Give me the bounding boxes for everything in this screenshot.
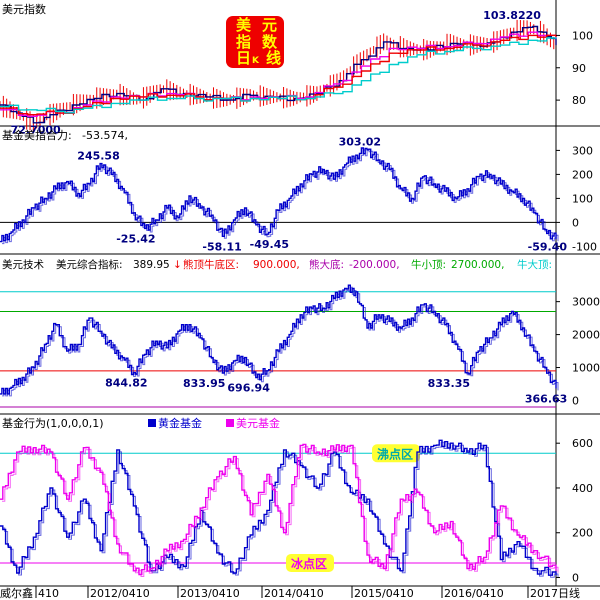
title-badge bbox=[226, 16, 284, 68]
data-label: 303.02 bbox=[339, 136, 381, 149]
x-tick-label: 2012/0410 bbox=[90, 587, 150, 600]
y-tick-label: -100 bbox=[572, 240, 597, 253]
x-tick-label: 2017 bbox=[530, 587, 558, 600]
panel-title: 美元技术 bbox=[2, 258, 44, 271]
legend-gold: 黄金基金 bbox=[158, 416, 202, 430]
y-tick-label: 0 bbox=[572, 216, 579, 229]
indicator-label: 美元综合指标: bbox=[56, 258, 123, 271]
y-tick-label: 100 bbox=[572, 192, 593, 205]
legend-usd: 美元基金 bbox=[236, 416, 280, 430]
badge-char: 指 bbox=[236, 33, 251, 51]
data-label: 366.63 bbox=[525, 392, 567, 405]
legend-swatch-gold bbox=[148, 419, 156, 427]
indicator-arrow: ↓ bbox=[173, 259, 182, 271]
data-label: 833.95 bbox=[183, 377, 225, 390]
y-tick-label: 200 bbox=[572, 168, 593, 181]
series-line-shadow bbox=[2, 286, 559, 397]
bear-value: -200.000, bbox=[349, 259, 400, 271]
bull-big-label: 牛大顶: bbox=[517, 258, 552, 271]
x-tick-label: 2014/0410 bbox=[264, 587, 324, 600]
x-tick-label: 2016/0410 bbox=[444, 587, 504, 600]
badge-char: 数 bbox=[262, 33, 278, 51]
legend-swatch-usd bbox=[226, 419, 234, 427]
y-tick-label: 1000 bbox=[572, 362, 600, 375]
series-line bbox=[0, 37, 557, 114]
badge-char: 线 bbox=[266, 49, 281, 67]
data-label: 245.58 bbox=[77, 150, 119, 163]
series-4-2 bbox=[0, 443, 559, 577]
badge-char: 元 bbox=[262, 16, 277, 34]
watermark: 威尔鑫 bbox=[0, 586, 33, 600]
data-label: -58.11 bbox=[202, 240, 241, 253]
data-label: 103.8220 bbox=[483, 9, 541, 22]
panel-title: 基金美指合力: bbox=[2, 128, 72, 142]
panel-title-value: -53.574, bbox=[82, 129, 128, 142]
badge-char: 日 bbox=[236, 49, 251, 67]
zone-value: 900.000, bbox=[253, 259, 300, 271]
bear-label: 熊大底: bbox=[309, 258, 344, 271]
badge-char: K bbox=[252, 56, 260, 66]
badge-char: 美 bbox=[236, 16, 252, 34]
data-label: -49.45 bbox=[250, 238, 289, 251]
y-tick-label: 2000 bbox=[572, 329, 600, 342]
zone-label: 熊顶牛底区: bbox=[183, 258, 239, 271]
indicator-value: 389.95 bbox=[133, 259, 170, 271]
data-label: 696.94 bbox=[227, 382, 270, 395]
data-label: 844.82 bbox=[105, 377, 147, 390]
panel-title: 基金行为(1,0,0,0,1) bbox=[2, 416, 104, 430]
series-3-1 bbox=[0, 284, 559, 397]
data-label: 833.35 bbox=[428, 377, 470, 390]
data-label: 72.7000 bbox=[11, 124, 61, 137]
y-tick-label: 0 bbox=[572, 572, 579, 585]
y-tick-label: 90 bbox=[572, 62, 586, 75]
series-1-4 bbox=[0, 37, 557, 114]
y-tick-label: 0 bbox=[572, 394, 579, 407]
data-label: -25.42 bbox=[116, 232, 155, 245]
y-tick-label: 3000 bbox=[572, 296, 600, 309]
bull-small-value: 2700.000, bbox=[451, 259, 504, 271]
series-line bbox=[0, 439, 557, 576]
series-line bbox=[0, 443, 557, 576]
period-suffix: 日线 bbox=[558, 586, 580, 600]
series-line-shadow bbox=[2, 149, 559, 245]
bull-small-label: 牛小顶: bbox=[411, 258, 446, 271]
y-tick-label: 200 bbox=[572, 527, 593, 540]
panel-title: 美元指数 bbox=[2, 2, 46, 16]
x-tick-label: 2015/0410 bbox=[354, 587, 414, 600]
data-label: -59.40 bbox=[528, 241, 568, 254]
y-tick-label: 80 bbox=[572, 94, 586, 107]
y-tick-label: 400 bbox=[572, 482, 593, 495]
x-tick-label: 410 bbox=[38, 587, 59, 600]
series-line-shadow bbox=[2, 445, 559, 577]
series-2-1 bbox=[0, 147, 559, 245]
zone-badge bbox=[372, 444, 420, 463]
y-tick-label: 600 bbox=[572, 437, 593, 450]
x-tick-label: 2013/0410 bbox=[180, 587, 240, 600]
y-tick-label: 100 bbox=[572, 29, 593, 42]
series-line-shadow bbox=[2, 441, 559, 578]
zone-badge-label: 冰点区 bbox=[291, 556, 327, 571]
zone-badge-label: 沸点区 bbox=[377, 446, 413, 461]
zone-badge bbox=[286, 553, 334, 572]
series-4-1 bbox=[0, 439, 559, 578]
y-tick-label: 300 bbox=[572, 144, 593, 157]
